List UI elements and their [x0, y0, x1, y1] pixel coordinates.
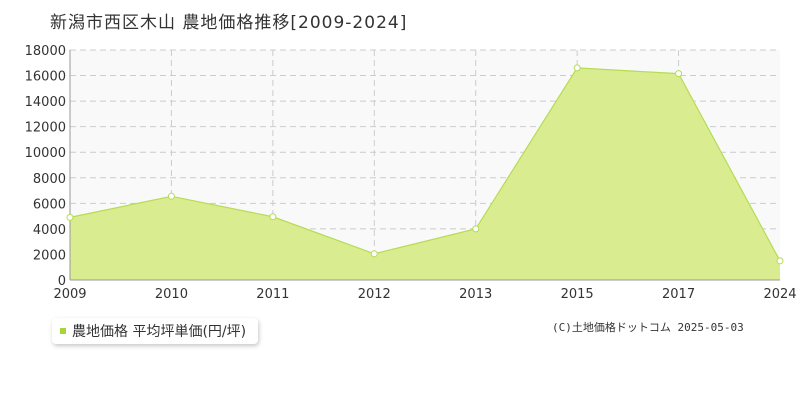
data-point: [675, 70, 683, 78]
x-tick-label: 2017: [662, 287, 695, 302]
x-tick-label: 2011: [256, 287, 289, 302]
data-point: [776, 257, 784, 265]
data-point: [66, 213, 74, 221]
y-tick-label: 12000: [25, 121, 66, 136]
y-tick-label: 14000: [25, 95, 66, 110]
data-point: [167, 192, 175, 200]
chart-title: 新潟市西区木山 農地価格推移[2009-2024]: [50, 13, 408, 33]
y-axis-ticks: 0 2000 4000 6000 8000 10000 12000 14000 16000 180…: [25, 44, 66, 289]
data-point: [370, 250, 378, 258]
series-line: [69, 67, 781, 262]
legend-swatch: [60, 328, 66, 334]
x-axis-ticks: 2009 2010 2011 2012 2013 2015 2017 2024: [53, 287, 796, 302]
x-tick-label: 2015: [561, 287, 594, 302]
legend-label: 農地価格 平均坪単価(円/坪): [72, 324, 247, 340]
y-tick-label: 18000: [25, 44, 66, 59]
y-tick-label: 4000: [33, 223, 66, 238]
x-tick-label: 2012: [358, 287, 391, 302]
series-markers: [66, 64, 784, 265]
credit-text: (C)土地価格ドットコム 2025-05-03: [552, 321, 744, 334]
data-point: [573, 64, 581, 72]
data-point: [472, 225, 480, 233]
x-tick-label: 2010: [155, 287, 188, 302]
x-tick-label: 2009: [53, 287, 86, 302]
legend: 農地価格 平均坪単価(円/坪): [52, 318, 259, 344]
y-tick-label: 10000: [25, 146, 66, 161]
y-tick-label: 16000: [25, 70, 66, 85]
y-tick-label: 8000: [33, 172, 66, 187]
y-tick-label: 6000: [33, 197, 66, 212]
data-point: [269, 213, 277, 221]
y-tick-label: 2000: [33, 248, 66, 263]
y-tick-label: 0: [58, 274, 66, 289]
series-area: [70, 67, 780, 280]
x-tick-label: 2024: [763, 287, 796, 302]
x-tick-label: 2013: [459, 287, 492, 302]
axes: [69, 50, 780, 281]
